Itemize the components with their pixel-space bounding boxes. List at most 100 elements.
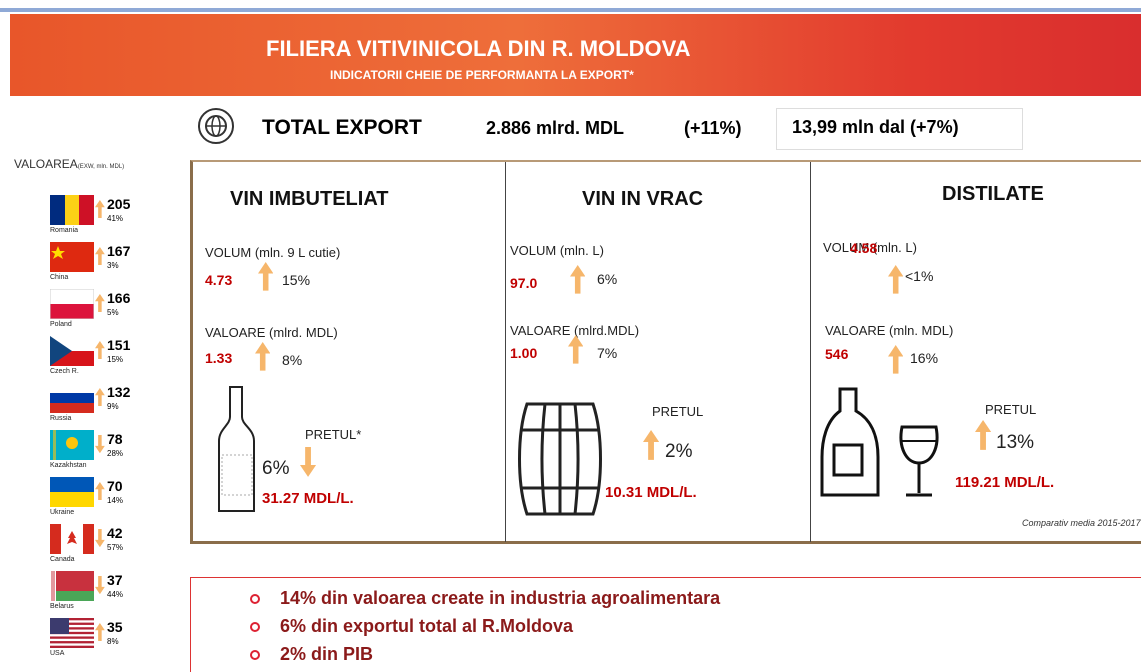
price-value: 10.31 MDL/L. bbox=[605, 484, 697, 501]
country-value: 35 bbox=[107, 619, 123, 635]
arrow bbox=[888, 265, 903, 294]
price-value: 119.21 MDL/L. bbox=[955, 474, 1054, 491]
flag-image bbox=[50, 289, 94, 319]
volume-value: 4.58 bbox=[850, 240, 877, 256]
flag bbox=[50, 524, 94, 554]
country-value: 37 bbox=[107, 572, 123, 588]
note: Comparativ media 2015-2017 bbox=[1022, 518, 1141, 528]
flag bbox=[50, 289, 94, 319]
country-change: 44% bbox=[107, 590, 123, 599]
country-name: Canada bbox=[50, 556, 75, 563]
arrow bbox=[975, 420, 991, 450]
value-change: 8% bbox=[282, 352, 302, 368]
value-change: 7% bbox=[597, 345, 617, 361]
arrow-icon bbox=[975, 420, 991, 450]
country-value: 78 bbox=[107, 431, 123, 447]
flag-image bbox=[50, 430, 94, 460]
country-name: Russia bbox=[50, 415, 71, 422]
arrow-icon bbox=[95, 529, 105, 547]
arrow-icon bbox=[570, 265, 585, 294]
arrow bbox=[95, 482, 105, 500]
arrow-icon bbox=[258, 262, 273, 291]
arrow-icon bbox=[95, 200, 105, 218]
flag-image bbox=[50, 477, 94, 507]
country-value: 166 bbox=[107, 290, 130, 306]
arrow-icon bbox=[568, 335, 583, 364]
panel-title: DISTILATE bbox=[942, 183, 1044, 206]
arrow-icon bbox=[95, 623, 105, 641]
panel-title: VIN IN VRAC bbox=[582, 188, 703, 211]
bullet-text: 6% din exportul total al R.Moldova bbox=[280, 616, 573, 637]
flag-image bbox=[50, 571, 94, 601]
countries-unit: (EXW, mln. MDL) bbox=[78, 164, 124, 170]
arrow bbox=[95, 623, 105, 641]
country-name: China bbox=[50, 274, 68, 281]
bullet-dot bbox=[250, 650, 260, 660]
arrow-icon bbox=[95, 482, 105, 500]
country-change: 14% bbox=[107, 496, 123, 505]
arrow-icon bbox=[300, 447, 316, 477]
arrow-icon bbox=[95, 341, 105, 359]
flag bbox=[50, 336, 94, 366]
price-value: 31.27 MDL/L. bbox=[262, 490, 354, 507]
country-name: Belarus bbox=[50, 603, 74, 610]
total-value: 2.886 mlrd. MDL bbox=[486, 118, 624, 139]
flag bbox=[50, 195, 94, 225]
volume-label: VOLUM (mln. 9 L cutie) bbox=[205, 245, 340, 260]
country-name: Czech R. bbox=[50, 368, 79, 375]
flag-image bbox=[50, 618, 94, 648]
barrel-icon bbox=[515, 400, 605, 518]
bullet-dot bbox=[250, 594, 260, 604]
country-value: 167 bbox=[107, 243, 130, 259]
country-value: 132 bbox=[107, 384, 130, 400]
flag bbox=[50, 571, 94, 601]
country-value: 42 bbox=[107, 525, 123, 541]
arrow bbox=[255, 342, 270, 371]
arrow bbox=[95, 576, 105, 594]
country-name: Kazakhstan bbox=[50, 462, 87, 469]
flag bbox=[50, 477, 94, 507]
arrow bbox=[643, 430, 659, 460]
arrow bbox=[95, 294, 105, 312]
arrow bbox=[568, 335, 583, 364]
arrow bbox=[95, 341, 105, 359]
country-change: 8% bbox=[107, 637, 119, 646]
country-value: 70 bbox=[107, 478, 123, 494]
arrow-icon bbox=[95, 435, 105, 453]
top-rule bbox=[0, 8, 1141, 12]
arrow bbox=[570, 265, 585, 294]
volume-label: VOLUM (mln. L) bbox=[510, 243, 604, 258]
flag-image bbox=[50, 195, 94, 225]
arrow-icon bbox=[888, 345, 903, 374]
total-label: TOTAL EXPORT bbox=[262, 116, 422, 140]
volume-change: <1% bbox=[905, 268, 933, 284]
arrow-icon bbox=[255, 342, 270, 371]
arrow bbox=[258, 262, 273, 291]
bullet-text: 2% din PIB bbox=[280, 644, 373, 665]
flag-image bbox=[50, 242, 94, 272]
country-value: 205 bbox=[107, 196, 130, 212]
flag bbox=[50, 383, 94, 413]
arrow-icon bbox=[888, 265, 903, 294]
country-change: 9% bbox=[107, 402, 119, 411]
flag-image bbox=[50, 524, 94, 554]
header-subtitle: INDICATORII CHEIE DE PERFORMANTA LA EXPO… bbox=[330, 68, 634, 82]
flag-image bbox=[50, 383, 94, 413]
price-label: PRETUL bbox=[985, 402, 1036, 417]
price-change: 6% bbox=[262, 458, 289, 480]
distillate-icon bbox=[818, 385, 948, 503]
country-change: 57% bbox=[107, 543, 123, 552]
arrow-icon bbox=[643, 430, 659, 460]
value-value: 546 bbox=[825, 346, 848, 362]
arrow bbox=[95, 388, 105, 406]
country-change: 28% bbox=[107, 449, 123, 458]
price-change: 13% bbox=[996, 432, 1034, 454]
country-change: 3% bbox=[107, 261, 119, 270]
country-change: 41% bbox=[107, 214, 123, 223]
arrow-icon bbox=[95, 388, 105, 406]
flag bbox=[50, 430, 94, 460]
country-change: 15% bbox=[107, 355, 123, 364]
arrow-icon bbox=[95, 294, 105, 312]
country-name: Romania bbox=[50, 227, 78, 234]
country-name: Ukraine bbox=[50, 509, 74, 516]
